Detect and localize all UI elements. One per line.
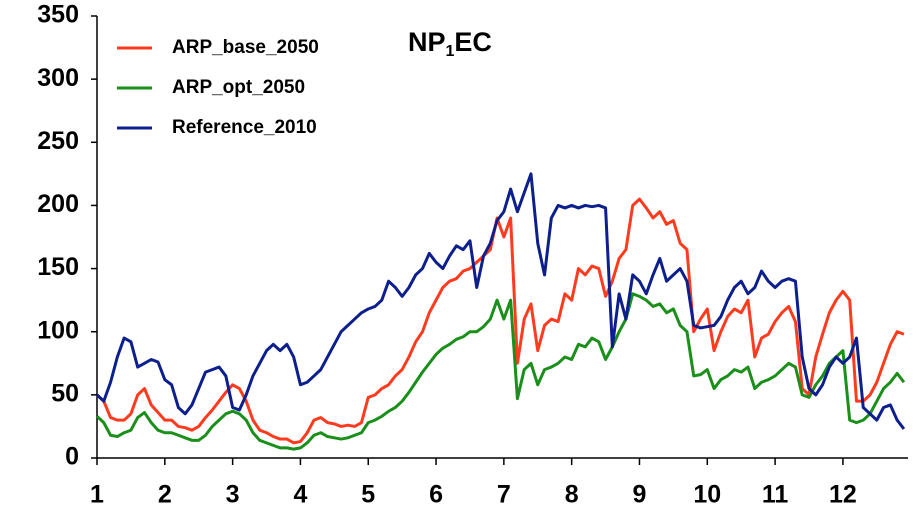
title-part: EC (454, 27, 492, 57)
y-tick-label: 0 (65, 443, 79, 471)
x-tick-label: 7 (497, 481, 511, 509)
x-tick-label: 2 (158, 481, 172, 509)
y-tick-label: 250 (37, 127, 79, 155)
legend-label: ARP_base_2050 (172, 37, 319, 58)
y-tick-label: 100 (37, 316, 79, 344)
y-tick-label: 350 (37, 1, 79, 29)
series-line (95, 172, 906, 430)
legend-label: Reference_2010 (172, 117, 317, 138)
title-part: NP (408, 27, 446, 57)
x-tick-label: 11 (762, 481, 789, 509)
x-tick-label: 9 (633, 481, 647, 509)
y-tick-label: 50 (51, 379, 79, 407)
x-tick-label: 3 (226, 481, 240, 509)
x-tick-label: 1 (90, 481, 104, 509)
y-tick-label: 300 (37, 64, 79, 92)
y-tick-label: 150 (37, 253, 79, 281)
series-line (95, 197, 905, 445)
x-tick-label: 4 (293, 481, 307, 509)
title-subscript: 1 (446, 43, 455, 60)
chart-title: NP1EC (408, 27, 492, 60)
x-tick-label: 8 (565, 481, 579, 509)
x-tick-label: 10 (693, 481, 721, 509)
series-line (95, 292, 906, 451)
x-tick-label: 5 (361, 481, 375, 509)
x-tick-label: 12 (829, 481, 857, 509)
legend-label: ARP_opt_2050 (172, 77, 305, 98)
y-tick-label: 200 (37, 190, 79, 218)
x-tick-label: 6 (429, 481, 443, 509)
